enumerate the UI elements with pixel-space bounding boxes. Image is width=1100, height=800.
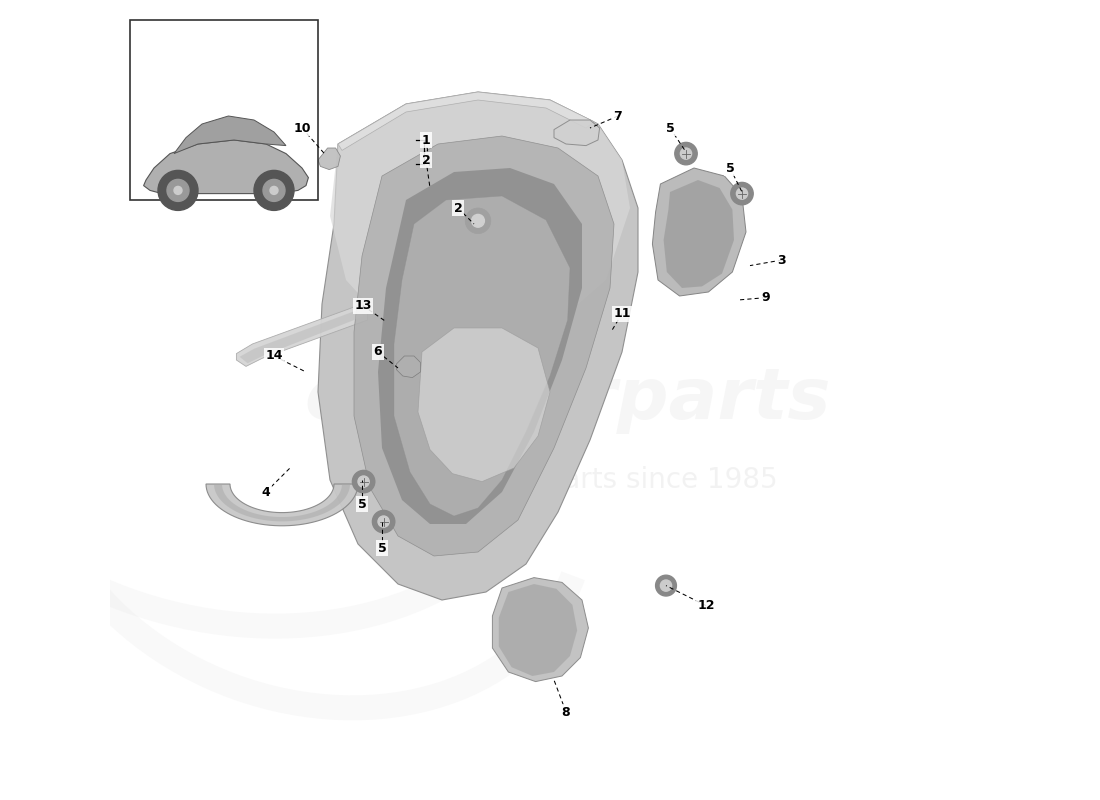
Text: 5: 5	[666, 122, 674, 134]
Text: 13: 13	[354, 299, 372, 312]
Polygon shape	[318, 92, 638, 600]
Text: 6: 6	[374, 346, 383, 358]
Polygon shape	[394, 196, 570, 516]
Polygon shape	[206, 484, 358, 526]
Polygon shape	[330, 92, 630, 352]
Circle shape	[158, 170, 198, 210]
Circle shape	[352, 470, 375, 493]
Text: 2: 2	[453, 202, 462, 214]
Text: eurocarparts: eurocarparts	[305, 366, 830, 434]
Polygon shape	[174, 116, 286, 154]
Circle shape	[660, 580, 672, 591]
Text: 11: 11	[614, 307, 630, 320]
Text: 5: 5	[358, 498, 366, 510]
Polygon shape	[554, 120, 600, 146]
Polygon shape	[236, 306, 367, 366]
Text: 9: 9	[761, 291, 770, 304]
Circle shape	[681, 148, 692, 159]
Text: 3: 3	[778, 254, 786, 266]
Polygon shape	[144, 140, 308, 194]
Text: 12: 12	[697, 599, 715, 612]
Circle shape	[674, 142, 697, 165]
Polygon shape	[318, 148, 340, 170]
Circle shape	[167, 179, 189, 202]
Text: 7: 7	[614, 110, 623, 122]
Polygon shape	[498, 584, 578, 676]
Polygon shape	[240, 310, 364, 363]
Circle shape	[254, 170, 294, 210]
Bar	[130, 20, 318, 200]
Polygon shape	[378, 168, 582, 524]
Circle shape	[465, 208, 491, 234]
Polygon shape	[652, 168, 746, 296]
Text: 2: 2	[421, 154, 430, 166]
Text: a passion for parts since 1985: a passion for parts since 1985	[358, 466, 778, 494]
Circle shape	[373, 510, 395, 533]
Circle shape	[270, 186, 278, 194]
Polygon shape	[354, 136, 614, 556]
Text: 4: 4	[262, 486, 271, 498]
Polygon shape	[214, 484, 350, 522]
Circle shape	[730, 182, 754, 205]
Text: 5: 5	[377, 542, 386, 554]
Circle shape	[378, 516, 389, 527]
Text: 8: 8	[562, 706, 570, 718]
Polygon shape	[493, 578, 588, 682]
Text: 14: 14	[265, 350, 283, 362]
Polygon shape	[338, 92, 594, 150]
Circle shape	[736, 188, 748, 199]
Text: 1: 1	[421, 134, 430, 146]
Text: 5: 5	[726, 162, 735, 174]
Circle shape	[358, 476, 370, 487]
Circle shape	[174, 186, 182, 194]
Polygon shape	[663, 180, 734, 288]
Polygon shape	[418, 328, 550, 482]
Circle shape	[472, 214, 484, 227]
Circle shape	[263, 179, 285, 202]
Text: 10: 10	[294, 122, 310, 134]
Polygon shape	[396, 356, 420, 378]
Circle shape	[656, 575, 676, 596]
